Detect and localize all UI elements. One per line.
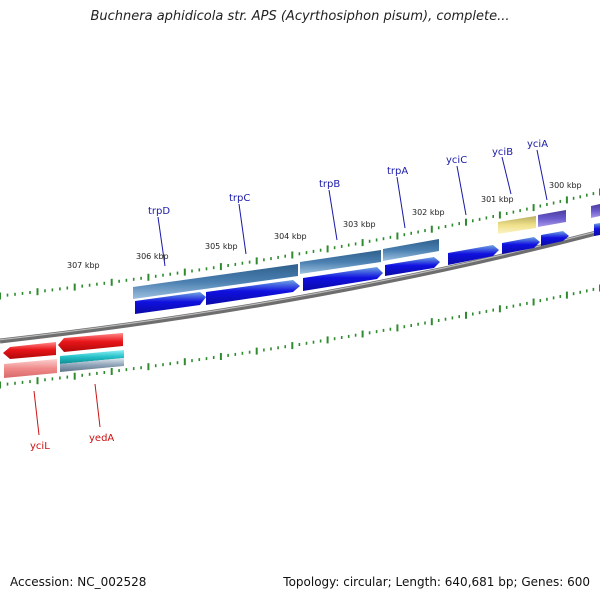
cog-block-yciB[interactable] — [498, 216, 536, 234]
cog-block-yciA[interactable] — [538, 210, 566, 227]
cog-block-yciL[interactable] — [4, 359, 57, 378]
gene-labels: trpD trpC trpB trpA yciC yciB yciA yciL … — [30, 139, 548, 452]
scale-label: 304 kbp — [274, 232, 307, 241]
gene-label-trpB[interactable]: trpB — [319, 179, 340, 190]
leader-yciL — [33, 390, 40, 436]
gene-label-trpC[interactable]: trpC — [229, 193, 250, 204]
cog-block-trpA[interactable] — [383, 239, 439, 261]
leader-trpD — [157, 216, 166, 267]
leader-trpC — [238, 203, 247, 255]
scale-label: 306 kbp — [136, 252, 169, 261]
accession-text: Accession: NC_002528 — [10, 575, 147, 589]
label-leaders — [33, 149, 548, 436]
gene-label-trpA[interactable]: trpA — [387, 166, 408, 177]
cog-block-trpB[interactable] — [300, 250, 381, 274]
cog-band-forward — [133, 204, 600, 299]
scale-label: 303 kbp — [343, 220, 376, 229]
leader-trpB — [328, 189, 338, 241]
gene-label-yciC[interactable]: yciC — [446, 155, 467, 166]
leader-yedA — [94, 383, 101, 428]
gene-arrow-yedA[interactable] — [58, 333, 123, 352]
scale-label: 301 kbp — [481, 195, 514, 204]
backbone-ring-highlight — [0, 230, 600, 341]
gene-label-yedA[interactable]: yedA — [89, 433, 114, 444]
cds-track-reverse — [3, 333, 123, 359]
gene-label-yciL[interactable]: yciL — [30, 441, 50, 452]
backbone-ring — [0, 229, 600, 344]
scale-label: 305 kbp — [205, 242, 238, 251]
gene-arrow-edge[interactable] — [594, 223, 600, 236]
gene-label-yciB[interactable]: yciB — [492, 147, 513, 158]
gene-arrow-yciA[interactable] — [541, 231, 569, 246]
cog-block-yedA-lower[interactable] — [60, 358, 124, 372]
gene-arrow-trpA[interactable] — [385, 257, 440, 276]
leader-yciC — [456, 165, 467, 216]
scale-labels: 307 kbp 306 kbp 305 kbp 304 kbp 303 kbp … — [67, 181, 582, 270]
gene-arrow-yciL[interactable] — [3, 342, 56, 359]
cog-block-edge[interactable] — [591, 204, 600, 218]
scale-ticks-outer — [0, 188, 600, 300]
gene-arrow-trpB[interactable] — [303, 267, 383, 291]
gene-label-trpD[interactable]: trpD — [148, 206, 170, 217]
scale-label: 307 kbp — [67, 261, 100, 270]
scale-ticks-inner — [0, 284, 600, 389]
cog-block-trpD-trpC[interactable] — [133, 264, 298, 299]
gene-arrow-yciB[interactable] — [502, 237, 540, 254]
genome-summary-text: Topology: circular; Length: 640,681 bp; … — [283, 575, 590, 589]
cog-block-yedA[interactable] — [60, 350, 124, 364]
cog-band-reverse — [4, 350, 124, 378]
scale-label: 300 kbp — [549, 181, 582, 190]
gene-label-yciA[interactable]: yciA — [527, 139, 548, 150]
gene-arrow-trpC[interactable] — [206, 280, 300, 305]
scale-label: 302 kbp — [412, 208, 445, 217]
leader-trpA — [396, 176, 406, 229]
cds-track-forward — [135, 223, 600, 314]
map-title: Buchnera aphidicola str. APS (Acyrthosip… — [90, 9, 510, 24]
gene-arrow-yciC[interactable] — [448, 245, 499, 265]
gene-arrow-trpD[interactable] — [135, 292, 206, 314]
leader-yciA — [536, 149, 548, 201]
leader-yciB — [501, 156, 512, 195]
